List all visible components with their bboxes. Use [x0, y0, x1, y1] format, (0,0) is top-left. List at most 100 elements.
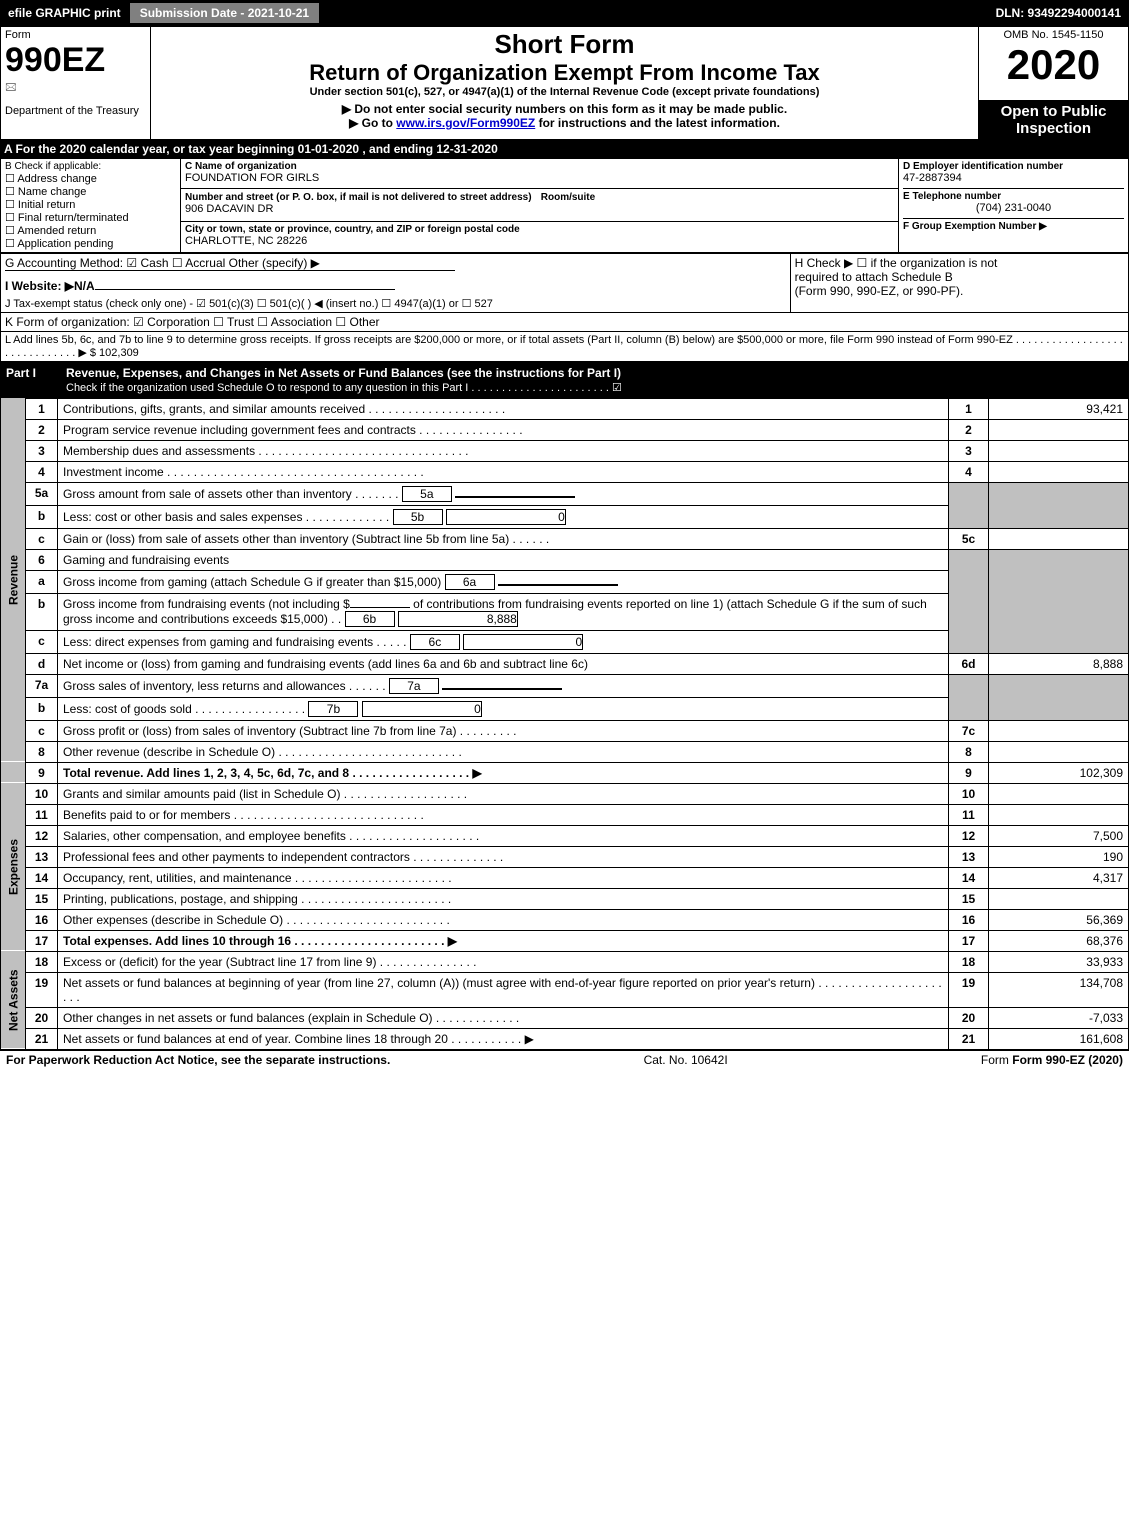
box-d-e-f: D Employer identification number 47-2887…	[899, 158, 1129, 252]
box-l: L Add lines 5b, 6c, and 7b to line 9 to …	[1, 331, 1129, 361]
line-12-num: 12	[26, 825, 58, 846]
line-8-amt	[989, 741, 1129, 762]
line-20-num: 20	[26, 1007, 58, 1028]
line-14-amt: 4,317	[989, 867, 1129, 888]
check-pending[interactable]: ☐ Application pending	[5, 237, 176, 250]
line-6b-desc: Gross income from fundraising events (no…	[58, 593, 949, 630]
line-19-num: 19	[26, 972, 58, 1007]
line-6d-col: 6d	[949, 653, 989, 674]
ein-value: 47-2887394	[903, 172, 1124, 184]
part1-table: Revenue 1 Contributions, gifts, grants, …	[0, 398, 1129, 1050]
line-12-desc: Salaries, other compensation, and employ…	[58, 825, 949, 846]
check-amended[interactable]: ☐ Amended return	[5, 224, 176, 237]
line-5c-amt	[989, 528, 1129, 549]
part1-title: Revenue, Expenses, and Changes in Net As…	[66, 366, 621, 380]
line-13-desc: Professional fees and other payments to …	[58, 846, 949, 867]
h-line2: required to attach Schedule B	[795, 270, 1124, 284]
line-20-desc: Other changes in net assets or fund bala…	[58, 1007, 949, 1028]
line-13-amt: 190	[989, 846, 1129, 867]
street-value: 906 DACAVIN DR	[185, 203, 894, 215]
line-6d-num: d	[26, 653, 58, 674]
box-b-label: B Check if applicable:	[5, 161, 176, 172]
form-number: 990EZ	[5, 41, 146, 80]
line-6c-desc: Less: direct expenses from gaming and fu…	[58, 630, 949, 653]
dln-label: DLN: 93492294000141	[996, 6, 1129, 20]
box-g: G Accounting Method: ☑ Cash ☐ Accrual Ot…	[1, 253, 791, 312]
footer-mid: Cat. No. 10642I	[644, 1053, 728, 1067]
line-5b-num: b	[26, 505, 58, 528]
line-5ab-shaded-amt	[989, 482, 1129, 528]
line-7c-col: 7c	[949, 720, 989, 741]
line-9-desc: Total revenue. Add lines 1, 2, 3, 4, 5c,…	[58, 762, 949, 783]
check-final-return[interactable]: ☐ Final return/terminated	[5, 211, 176, 224]
phone-label: E Telephone number	[903, 188, 1124, 202]
line-3-desc: Membership dues and assessments . . . . …	[58, 440, 949, 461]
tax-period-bar: A For the 2020 calendar year, or tax yea…	[0, 140, 1129, 158]
entity-block: B Check if applicable: ☐ Address change …	[0, 158, 1129, 253]
submission-date-button[interactable]: Submission Date - 2021-10-21	[129, 2, 320, 24]
line-6c-box: 6c	[410, 634, 460, 650]
line-6-shaded-amt	[989, 549, 1129, 653]
line-13-num: 13	[26, 846, 58, 867]
expenses-side-label: Expenses	[1, 783, 26, 951]
line-16-col: 16	[949, 909, 989, 930]
org-name: FOUNDATION FOR GIRLS	[185, 172, 894, 184]
footer-left: For Paperwork Reduction Act Notice, see …	[6, 1053, 390, 1067]
line-21-col: 21	[949, 1028, 989, 1049]
line-17-num: 17	[26, 930, 58, 951]
footer-right: Form Form 990-EZ (2020)	[981, 1053, 1123, 1067]
line-7c-num: c	[26, 720, 58, 741]
dept-treasury: Department of the Treasury	[5, 105, 146, 117]
line-17-desc: Total expenses. Add lines 10 through 16 …	[58, 930, 949, 951]
form-label: Form	[5, 29, 146, 41]
line-5c-desc: Gain or (loss) from sale of assets other…	[58, 528, 949, 549]
line-21-desc: Net assets or fund balances at end of ye…	[58, 1028, 949, 1049]
irs-link[interactable]: www.irs.gov/Form990EZ	[396, 116, 535, 130]
h-line3: (Form 990, 990-EZ, or 990-PF).	[795, 284, 1124, 298]
line-6b-num: b	[26, 593, 58, 630]
goto-post: for instructions and the latest informat…	[535, 116, 780, 130]
part1-sub: Check if the organization used Schedule …	[66, 382, 622, 394]
top-bar: efile GRAPHIC print Submission Date - 20…	[0, 0, 1129, 26]
line-7b-num: b	[26, 697, 58, 720]
line-11-col: 11	[949, 804, 989, 825]
check-address-change[interactable]: ☐ Address change	[5, 172, 176, 185]
line-1-num: 1	[26, 398, 58, 419]
group-exemption-label: F Group Exemption Number ▶	[903, 218, 1124, 232]
check-name-change[interactable]: ☐ Name change	[5, 185, 176, 198]
tax-year: 2020	[983, 41, 1124, 89]
form-header: Form 990EZ 🖂 Department of the Treasury …	[0, 26, 1129, 140]
check-initial-return[interactable]: ☐ Initial return	[5, 198, 176, 211]
line-7b-box: 7b	[308, 701, 358, 717]
line-4-desc: Investment income . . . . . . . . . . . …	[58, 461, 949, 482]
line-15-num: 15	[26, 888, 58, 909]
line-8-col: 8	[949, 741, 989, 762]
line-17-amt: 68,376	[989, 930, 1129, 951]
line-19-col: 19	[949, 972, 989, 1007]
open-to-public: Open to Public Inspection	[979, 100, 1129, 139]
box-c-city: City or town, state or province, country…	[181, 221, 899, 252]
part1-label: Part I	[1, 362, 61, 397]
do-not-enter: ▶ Do not enter social security numbers o…	[155, 102, 974, 116]
line-12-amt: 7,500	[989, 825, 1129, 846]
line-21-num: 21	[26, 1028, 58, 1049]
line-4-num: 4	[26, 461, 58, 482]
line-16-num: 16	[26, 909, 58, 930]
line-11-amt	[989, 804, 1129, 825]
revenue-side-label: Revenue	[1, 398, 26, 762]
box-b: B Check if applicable: ☐ Address change …	[1, 158, 181, 252]
line-5a-num: 5a	[26, 482, 58, 505]
c-name-label: C Name of organization	[185, 161, 894, 172]
city-label: City or town, state or province, country…	[185, 224, 894, 235]
line-7-shaded	[949, 674, 989, 720]
line-5a-box: 5a	[402, 486, 452, 502]
line-8-num: 8	[26, 741, 58, 762]
line-4-amt	[989, 461, 1129, 482]
line-2-desc: Program service revenue including govern…	[58, 419, 949, 440]
line-15-amt	[989, 888, 1129, 909]
efile-label: efile GRAPHIC print	[0, 6, 129, 20]
line-2-amt	[989, 419, 1129, 440]
box-j: J Tax-exempt status (check only one) - ☑…	[5, 297, 786, 310]
line-17-col: 17	[949, 930, 989, 951]
line-15-col: 15	[949, 888, 989, 909]
